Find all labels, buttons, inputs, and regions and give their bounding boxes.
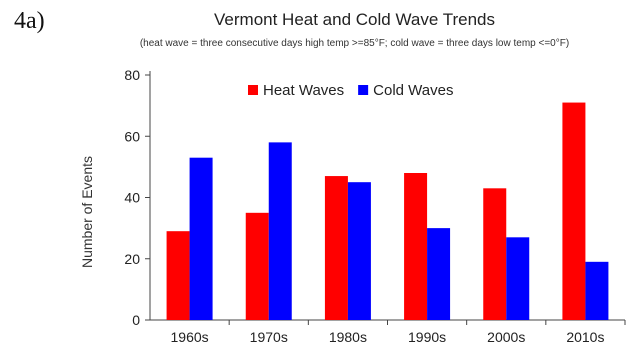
panel-label: 4a) bbox=[14, 8, 45, 34]
y-tick-label: 80 bbox=[124, 67, 140, 83]
x-tick-label: 1980s bbox=[329, 329, 367, 345]
bar-heat-waves bbox=[245, 212, 269, 320]
x-tick-label: 1990s bbox=[408, 329, 446, 345]
bar-heat-waves bbox=[166, 231, 190, 320]
legend-label: Cold Waves bbox=[373, 82, 453, 99]
x-tick-label: 1970s bbox=[250, 329, 288, 345]
bar-heat-waves bbox=[483, 188, 507, 320]
x-tick-label: 2000s bbox=[487, 329, 525, 345]
y-tick-label: 60 bbox=[124, 128, 140, 144]
y-axis-title: Number of Events bbox=[79, 156, 95, 268]
bar-cold-waves bbox=[506, 237, 530, 320]
y-tick-label: 0 bbox=[132, 312, 140, 328]
x-tick-label: 2010s bbox=[566, 329, 604, 345]
chart-subtitle: (heat wave = three consecutive days high… bbox=[139, 38, 570, 49]
bar-cold-waves bbox=[347, 182, 371, 320]
bar-cold-waves bbox=[189, 157, 213, 320]
bar-heat-waves bbox=[404, 173, 428, 320]
bar-cold-waves bbox=[427, 228, 451, 320]
bar-heat-waves bbox=[324, 176, 348, 320]
legend-swatch bbox=[358, 85, 369, 95]
chart-title: Vermont Heat and Cold Wave Trends bbox=[214, 10, 495, 29]
legend-label: Heat Waves bbox=[263, 82, 344, 99]
bar-cold-waves bbox=[585, 261, 609, 320]
y-tick-label: 40 bbox=[124, 190, 140, 206]
bar-heat-waves bbox=[562, 102, 586, 320]
legend-swatch bbox=[248, 85, 258, 95]
x-tick-label: 1960s bbox=[171, 329, 209, 345]
bar-cold-waves bbox=[268, 142, 292, 320]
y-tick-label: 20 bbox=[124, 251, 140, 267]
